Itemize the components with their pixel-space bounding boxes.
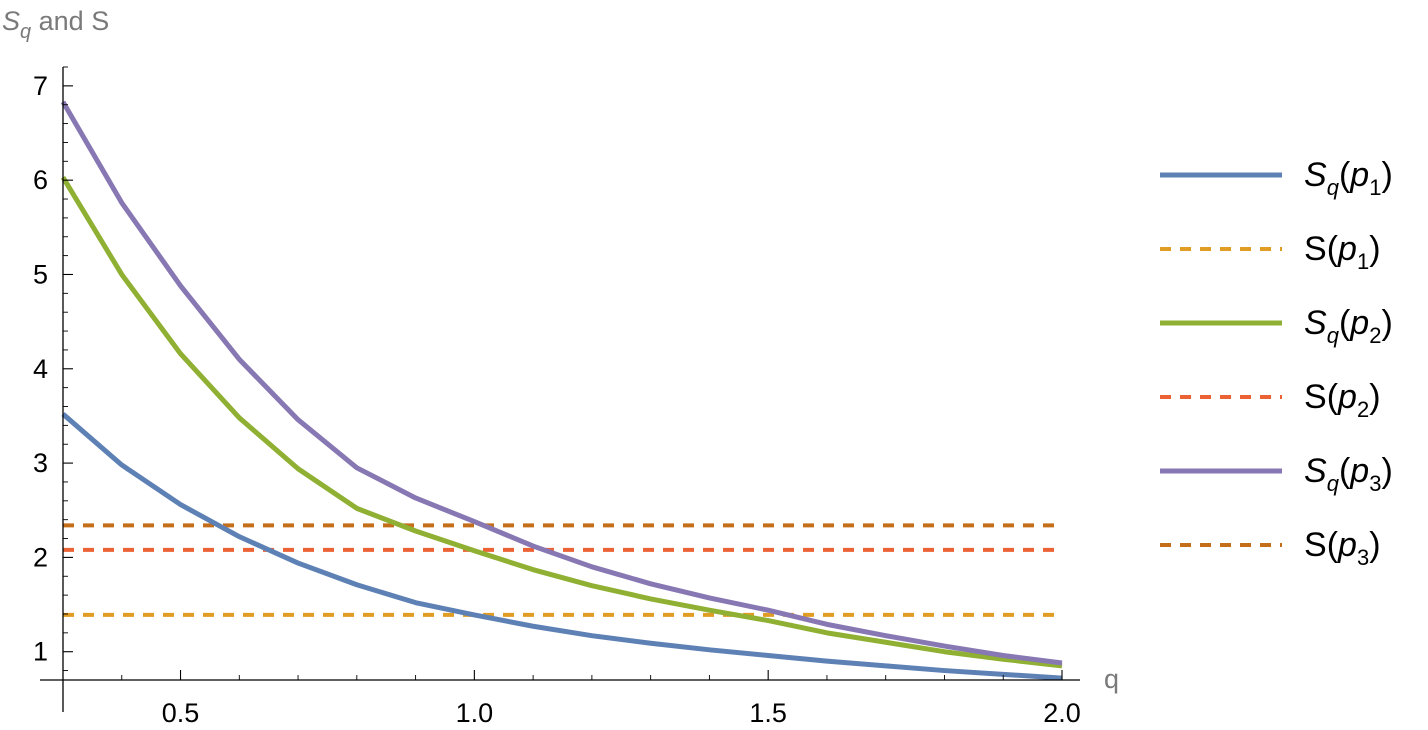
series-line-1: [61, 412, 1063, 681]
legend-label: Sq(p3): [1304, 452, 1393, 496]
legend-item-6: S(p3): [1160, 526, 1381, 570]
y-tick-label: 4: [33, 354, 48, 384]
y-tick-label: 6: [33, 165, 48, 195]
x-tick-label: 0.5: [162, 698, 200, 728]
y-tick-label: 5: [33, 259, 48, 289]
legend-label: S(p1): [1304, 230, 1381, 274]
legend: Sq(p1) S(p1) Sq(p2) S(p2) Sq(p3) S(p3): [1160, 156, 1393, 570]
legend-item-5: Sq(p3): [1160, 452, 1393, 496]
y-tick-label: 1: [33, 637, 48, 667]
series-line-3: [60, 176, 1063, 669]
x-tick-label: 1.5: [749, 698, 787, 728]
y-tick-label: 7: [33, 71, 48, 101]
series-layer: [60, 100, 1063, 681]
legend-label: S(p3): [1304, 526, 1381, 570]
legend-label: Sq(p1): [1304, 156, 1393, 200]
y-tick-label: 2: [33, 542, 48, 572]
x-tick-label: 1.0: [456, 698, 494, 728]
series-line-5: [60, 100, 1063, 666]
axes-layer: 1 2 3 4 5 6 7 0.5 1.0 1.5 2.0 q Sq and S: [2, 6, 1119, 728]
legend-label: Sq(p2): [1304, 304, 1393, 348]
legend-item-1: Sq(p1): [1160, 156, 1393, 200]
x-tick-label: 2.0: [1043, 698, 1081, 728]
legend-item-3: Sq(p2): [1160, 304, 1393, 348]
legend-item-4: S(p2): [1160, 378, 1381, 422]
y-axis-title: Sq and S: [2, 6, 109, 43]
x-axis-title: q: [1104, 664, 1119, 694]
y-tick-label: 3: [33, 448, 48, 478]
legend-item-2: S(p1): [1160, 230, 1381, 274]
legend-label: S(p2): [1304, 378, 1381, 422]
